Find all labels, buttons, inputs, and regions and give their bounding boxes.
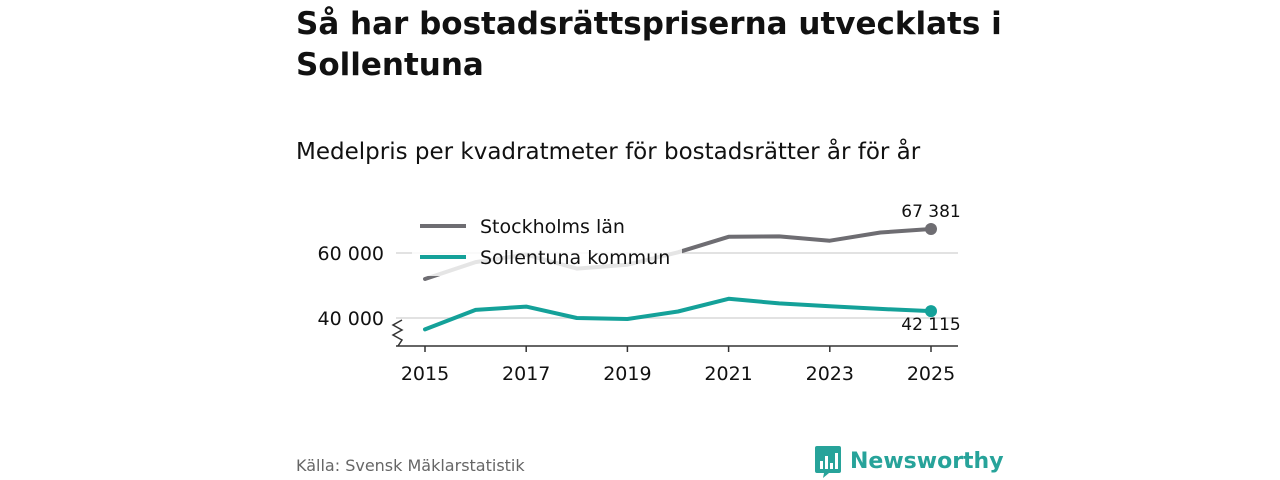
x-tick-label: 2025 [907,363,955,385]
legend: Stockholms län Sollentuna kommun [420,216,670,269]
axis-break [391,319,404,347]
source-note: Källa: Svensk Mäklarstatistik [296,456,525,475]
end-point-sollentuna-kommun [925,305,937,318]
brand-name: Newsworthy [850,448,1004,474]
newsworthy-logo: Newsworthy [814,444,1004,478]
end-label-stockholms-lan: 67 381 [901,202,960,222]
series-lines [412,208,937,332]
y-tick-label: 40 000 [318,308,384,330]
x-tick-label: 2015 [401,363,449,385]
series-line-sollentuna-kommun [423,296,933,332]
end-label-sollentuna-kommun: 42 115 [901,315,960,335]
legend-label-stockholms-lan: Stockholms län [480,216,625,238]
chart-title: Så har bostadsrättspriserna utvecklats i… [296,6,1002,83]
y-tick-label: 60 000 [318,243,384,265]
end-point-stockholms-lan [925,223,937,236]
chart-subtitle: Medelpris per kvadratmeter för bostadsrä… [296,139,921,165]
x-tick-label: 2023 [806,363,854,385]
legend-label-sollentuna-kommun: Sollentuna kommun [480,247,670,269]
x-tick-label: 2021 [704,363,752,385]
y-axis: 40 000 60 000 [318,243,384,330]
end-labels: 67 381 42 115 [901,202,960,335]
x-axis: 2015 2017 2019 2021 2023 2025 [391,319,958,385]
x-tick-label: 2017 [502,363,550,385]
legend-background [412,208,682,276]
x-tick-label: 2019 [603,363,651,385]
newsworthy-logo-icon [815,446,841,478]
